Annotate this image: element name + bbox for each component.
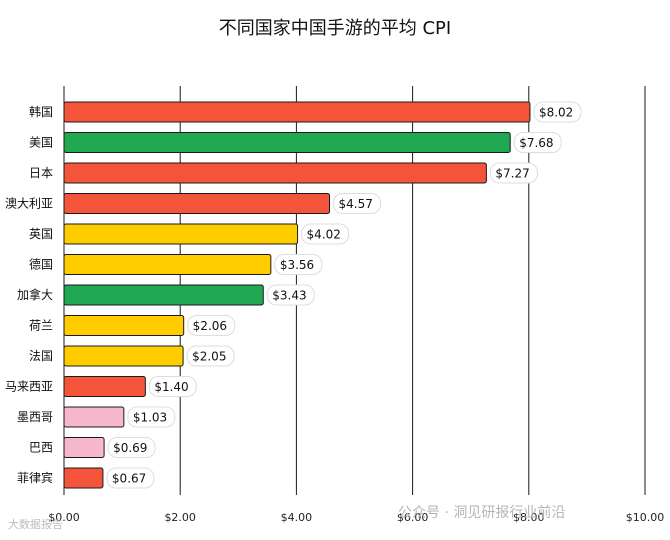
value-label: $7.27: [495, 167, 529, 181]
chart-title: 不同国家中国手游的平均 CPI: [218, 18, 452, 39]
value-label: $8.02: [539, 106, 573, 120]
x-tick-label: $4.00: [281, 511, 313, 524]
bar: [63, 193, 331, 214]
x-tick-label: $0.00: [48, 511, 80, 524]
value-label: $0.69: [113, 441, 147, 455]
bar: [63, 132, 511, 153]
bar: [63, 406, 125, 428]
value-label: $7.68: [519, 136, 553, 150]
value-label-bg: [127, 406, 176, 428]
bar: [63, 284, 264, 306]
bar: [63, 162, 487, 184]
value-label-bg: [333, 193, 382, 214]
category-label: 荷兰: [29, 319, 53, 333]
category-label: 巴西: [29, 441, 53, 455]
value-label: $2.06: [193, 319, 227, 333]
bars: [63, 101, 531, 489]
value-label-bg: [301, 223, 350, 245]
x-tick-label: $6.00: [397, 511, 429, 524]
category-label: 日本: [29, 166, 53, 180]
x-tick-label: $2.00: [164, 511, 196, 524]
value-label-bg: [266, 284, 315, 306]
value-label: $1.40: [154, 380, 188, 394]
bar: [63, 254, 272, 275]
category-label: 菲律宾: [17, 470, 53, 485]
labels: $0.00 $2.00 $4.00 $6.00 $8.00 $10.00 韩国 $8.02 美国…: [5, 101, 665, 524]
bar: [63, 437, 105, 458]
bar: [63, 223, 299, 245]
watermark-left: 大数据报告: [8, 518, 63, 531]
category-label: 韩国: [29, 104, 53, 119]
bar: [63, 345, 184, 367]
value-label: $4.57: [339, 197, 373, 211]
category-label: 加拿大: [17, 287, 53, 302]
category-label: 澳大利亚: [5, 197, 53, 211]
category-label: 马来西亚: [5, 380, 53, 394]
x-tick-label: $10.00: [626, 511, 665, 524]
category-label: 墨西哥: [17, 410, 53, 424]
value-label: $0.67: [112, 472, 146, 486]
value-label-bg: [107, 437, 156, 458]
value-label-bg: [148, 376, 197, 397]
bar: [63, 467, 104, 489]
category-label: 美国: [29, 136, 53, 150]
value-label-bg: [489, 162, 538, 184]
bar: [63, 315, 185, 336]
value-label: $3.56: [280, 258, 314, 272]
value-label-bg: [186, 345, 235, 367]
value-label-bg: [274, 254, 323, 275]
value-label: $4.02: [307, 228, 341, 242]
value-label-bg: [533, 101, 582, 123]
watermark-right: 公众号 · 洞见研报行业前沿: [398, 505, 566, 521]
value-label-bg: [513, 132, 562, 153]
value-label: $3.43: [272, 289, 306, 303]
value-label: $1.03: [133, 411, 167, 425]
x-tick-label: $8.00: [513, 511, 545, 524]
bar: [63, 376, 146, 397]
bar: [63, 101, 531, 123]
value-label: $2.05: [192, 350, 226, 364]
category-label: 英国: [29, 227, 53, 241]
category-label: 法国: [29, 349, 53, 363]
value-label-bg: [187, 315, 236, 336]
category-label: 德国: [29, 257, 53, 272]
value-label-bg: [106, 467, 155, 489]
